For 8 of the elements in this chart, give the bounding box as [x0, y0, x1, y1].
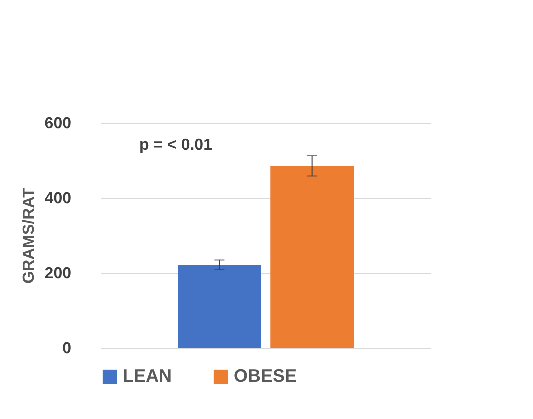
legend-label: OBESE	[234, 366, 298, 386]
annotation: p = < 0.01	[140, 137, 213, 154]
y-tick-label: 400	[44, 190, 72, 208]
y-tick-label: 600	[44, 116, 72, 132]
y-tick-label: 0	[62, 340, 72, 358]
y-axis-title: GRAMS/RAT	[20, 188, 38, 284]
y-tick-label: 200	[44, 266, 72, 282]
legend-label: LEAN	[123, 366, 172, 386]
